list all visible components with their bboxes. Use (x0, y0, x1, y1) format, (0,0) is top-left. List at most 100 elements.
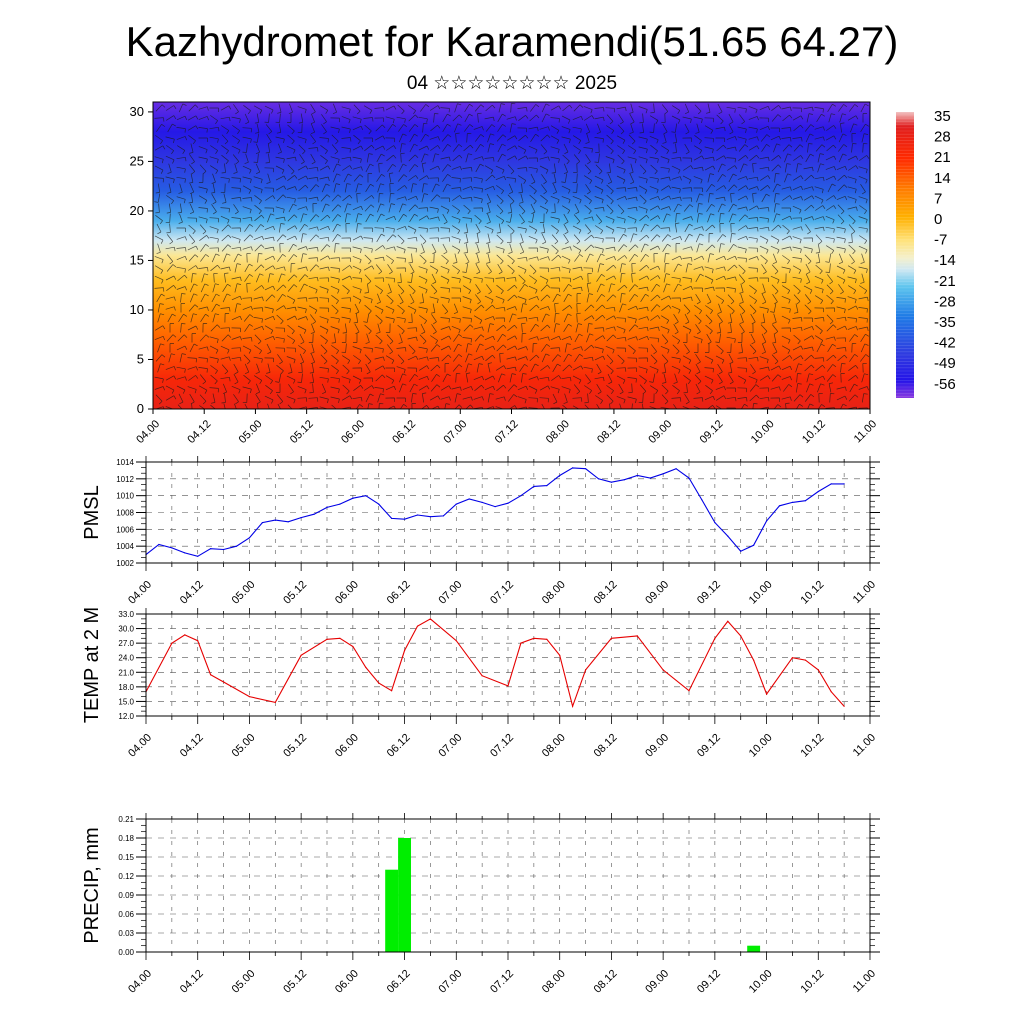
data-point (274, 701, 276, 704)
wind-barbs (154, 103, 870, 409)
x-tick-label: 08.00 (544, 418, 572, 446)
data-point (636, 635, 638, 637)
y-tick-label: 0.06 (118, 910, 134, 919)
data-point (339, 503, 341, 505)
data-point (404, 649, 406, 652)
precipitation-panel: 0.00 0.03 0.06 0.09 0.12 0.15 0.18 0.21 04.00 04.… (81, 813, 880, 996)
x-tick-label: 05.12 (288, 418, 316, 446)
data-point (533, 637, 535, 639)
data-point (649, 477, 651, 479)
data-point (585, 468, 587, 470)
data-point (455, 503, 457, 505)
data-point (326, 638, 328, 640)
x-tick-label: 07.12 (488, 968, 516, 996)
series-line (145, 467, 845, 557)
data-point (235, 545, 238, 547)
y-tick-label: 1008 (116, 509, 134, 518)
data-point (210, 674, 212, 676)
data-point (197, 555, 199, 557)
data-point (197, 640, 199, 642)
x-tick-label: 04.12 (178, 732, 206, 760)
data-point (248, 537, 250, 539)
data-point (597, 478, 600, 480)
x-tick-label: 06.12 (390, 418, 418, 446)
colorbar-fill (896, 112, 914, 398)
data-point (843, 705, 845, 707)
data-point (520, 642, 522, 644)
x-tick-label: 08.00 (540, 968, 568, 996)
data-point (766, 693, 768, 695)
data-point (688, 477, 690, 479)
series-line (145, 618, 845, 709)
x-tick-label: 11.00 (851, 968, 878, 995)
x-tick-label: 05.00 (237, 418, 265, 446)
data-point (223, 681, 225, 683)
heatmap-panel: 0 5 10 15 20 25 30 04.00 04.12 05.00 05.12 06.00 06.… (130, 101, 879, 446)
y-tick-label: 30 (130, 104, 144, 119)
x-tick-label: 10.00 (747, 968, 775, 996)
x-tick-label: 06.12 (385, 968, 413, 996)
x-tick-label: 10.00 (749, 418, 777, 446)
colorbar-label: 21 (934, 149, 951, 166)
data-point (248, 696, 250, 698)
data-point (610, 637, 613, 639)
x-tick-label: 06.00 (333, 579, 361, 607)
data-point (339, 637, 341, 639)
x-tick-label: 08.12 (592, 968, 620, 996)
x-tick-label: 11.00 (851, 732, 878, 759)
chart-subtitle: 04 ☆☆☆☆☆☆☆☆ 2025 (406, 73, 618, 94)
colorbar-label: -56 (934, 376, 956, 393)
x-tick-label: 04.00 (134, 418, 162, 446)
x-tick-label: 07.12 (493, 418, 521, 446)
data-point (559, 654, 561, 656)
x-tick-label: 04.00 (126, 579, 154, 607)
data-point (391, 690, 393, 692)
data-point (675, 468, 677, 470)
colorbar-label: -35 (934, 314, 956, 331)
y-tick-label: 0.00 (118, 948, 134, 957)
data-point (391, 517, 393, 520)
data-point (468, 498, 470, 500)
data-point (727, 620, 729, 622)
y-axis-label: PRECIP, mm (81, 827, 103, 943)
x-tick-label: 05.12 (281, 579, 309, 607)
data-point (546, 638, 548, 640)
x-tick-label: 07.00 (442, 418, 470, 446)
x-tick-label: 10.12 (798, 732, 826, 760)
data-point (753, 659, 755, 661)
data-point (429, 618, 431, 620)
y-tick-label: 33.0 (118, 610, 134, 619)
data-point (585, 669, 587, 671)
y-tick-label: 1004 (116, 542, 134, 551)
x-tick-label: 10.12 (798, 968, 826, 996)
data-point (804, 500, 807, 502)
colorbar-label: 14 (934, 170, 951, 187)
x-tick-label: 10.12 (800, 418, 828, 446)
y-tick-label: 15.0 (118, 697, 134, 706)
precip-bar (385, 869, 399, 952)
data-point (300, 517, 302, 519)
x-tick-label: 07.12 (488, 579, 516, 607)
x-tick-label: 04.00 (126, 968, 154, 996)
data-point (287, 521, 289, 523)
x-tick-label: 09.12 (698, 418, 726, 446)
colorbar-label: -28 (934, 293, 956, 310)
y-tick-label: 5 (137, 351, 144, 366)
x-tick-label: 05.12 (281, 732, 309, 760)
y-tick-label: 12.0 (118, 712, 134, 721)
y-tick-label: 0.15 (118, 853, 134, 862)
y-tick-label: 1010 (116, 492, 134, 501)
data-point (791, 657, 794, 659)
data-point (714, 637, 716, 639)
y-tick-label: 25 (130, 153, 144, 168)
data-point (442, 515, 444, 517)
data-point (791, 501, 794, 503)
x-tick-label: 06.00 (339, 418, 367, 446)
data-point (830, 483, 832, 485)
y-tick-label: 27.0 (118, 639, 134, 648)
y-tick-label: 15 (130, 252, 144, 267)
data-point (223, 548, 225, 551)
data-point (520, 495, 522, 497)
colorbar-label: 35 (934, 108, 951, 125)
